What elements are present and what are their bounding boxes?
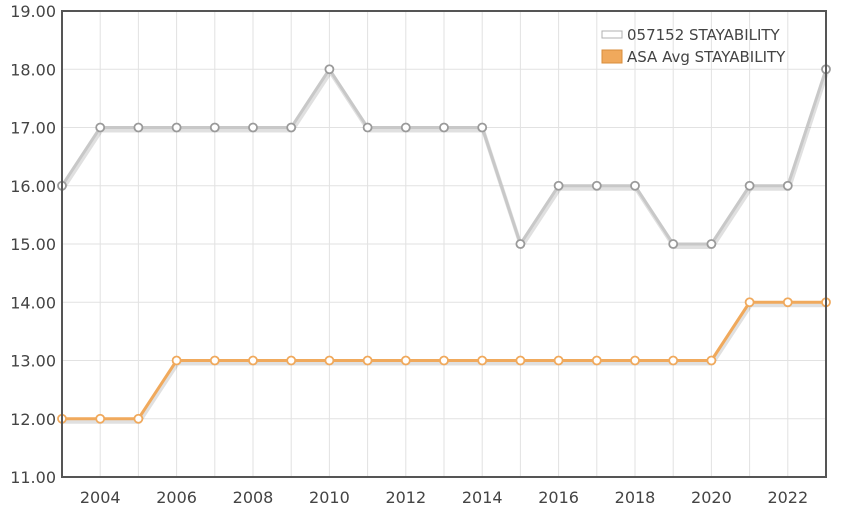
legend-item-2[interactable]: ASA Avg STAYABILITY — [601, 48, 786, 66]
data-point[interactable] — [400, 355, 411, 366]
x-tick-label: 2020 — [691, 488, 732, 507]
y-tick-label: 12.00 — [10, 410, 56, 429]
data-point[interactable] — [95, 413, 106, 424]
legend-label: 057152 STAYABILITY — [627, 26, 781, 44]
series-2 — [57, 297, 831, 424]
y-tick-label: 11.00 — [10, 468, 56, 487]
data-point[interactable] — [171, 355, 182, 366]
y-tick-label: 15.00 — [10, 235, 56, 254]
x-tick-label: 2010 — [309, 488, 350, 507]
data-point[interactable] — [439, 122, 449, 133]
data-point[interactable] — [706, 239, 717, 249]
data-point[interactable] — [362, 122, 373, 133]
data-point[interactable] — [630, 355, 640, 366]
legend-item-1[interactable]: 057152 STAYABILITY — [601, 26, 781, 44]
data-point[interactable] — [171, 122, 182, 133]
series-1 — [57, 64, 831, 249]
data-point[interactable] — [668, 239, 679, 249]
y-tick-label: 13.00 — [10, 352, 56, 371]
data-point[interactable] — [286, 355, 297, 366]
data-point[interactable] — [439, 355, 449, 366]
x-tick-label: 2014 — [462, 488, 503, 507]
data-point[interactable] — [477, 355, 488, 366]
data-point[interactable] — [248, 355, 258, 366]
y-tick-label: 19.00 — [10, 2, 56, 21]
x-tick-label: 2016 — [538, 488, 579, 507]
data-point[interactable] — [744, 180, 755, 191]
data-point[interactable] — [630, 180, 640, 191]
data-point[interactable] — [324, 64, 335, 75]
data-point[interactable] — [591, 180, 602, 191]
data-point[interactable] — [477, 122, 488, 133]
x-tick-label: 2022 — [767, 488, 808, 507]
x-tick-label: 2004 — [80, 488, 121, 507]
tick-labels: 11.00 12.00 13.00 14.00 15.00 16.00 17.00 18.00… — [10, 2, 808, 507]
data-point[interactable] — [209, 122, 220, 133]
data-point[interactable] — [553, 355, 564, 366]
data-point[interactable] — [782, 180, 793, 191]
data-point[interactable] — [209, 355, 220, 366]
data-point[interactable] — [324, 355, 335, 366]
legend[interactable]: 057152 STAYABILITY ASA Avg STAYABILITY — [601, 26, 786, 66]
y-tick-label: 14.00 — [10, 293, 56, 312]
data-point[interactable] — [515, 239, 526, 249]
data-point[interactable] — [133, 122, 144, 133]
data-point[interactable] — [400, 122, 411, 133]
data-point[interactable] — [95, 122, 106, 133]
series-layer — [57, 64, 831, 424]
x-tick-label: 2018 — [615, 488, 656, 507]
data-point[interactable] — [553, 180, 564, 191]
data-point[interactable] — [286, 122, 297, 133]
x-tick-label: 2012 — [385, 488, 426, 507]
x-tick-label: 2008 — [233, 488, 274, 507]
legend-swatch — [601, 30, 623, 39]
legend-label: ASA Avg STAYABILITY — [627, 48, 786, 66]
legend-swatch — [601, 49, 623, 64]
data-point[interactable] — [782, 297, 793, 308]
y-tick-label: 18.00 — [10, 60, 56, 79]
x-tick-label: 2006 — [156, 488, 197, 507]
plot-frame — [61, 10, 827, 478]
data-point[interactable] — [248, 122, 258, 133]
data-point[interactable] — [133, 413, 144, 424]
data-point[interactable] — [744, 297, 755, 308]
data-point[interactable] — [362, 355, 373, 366]
data-point[interactable] — [515, 355, 526, 366]
data-point[interactable] — [591, 355, 602, 366]
data-point[interactable] — [668, 355, 679, 366]
y-tick-label: 17.00 — [10, 119, 56, 138]
data-point[interactable] — [706, 355, 717, 366]
y-tick-label: 16.00 — [10, 177, 56, 196]
